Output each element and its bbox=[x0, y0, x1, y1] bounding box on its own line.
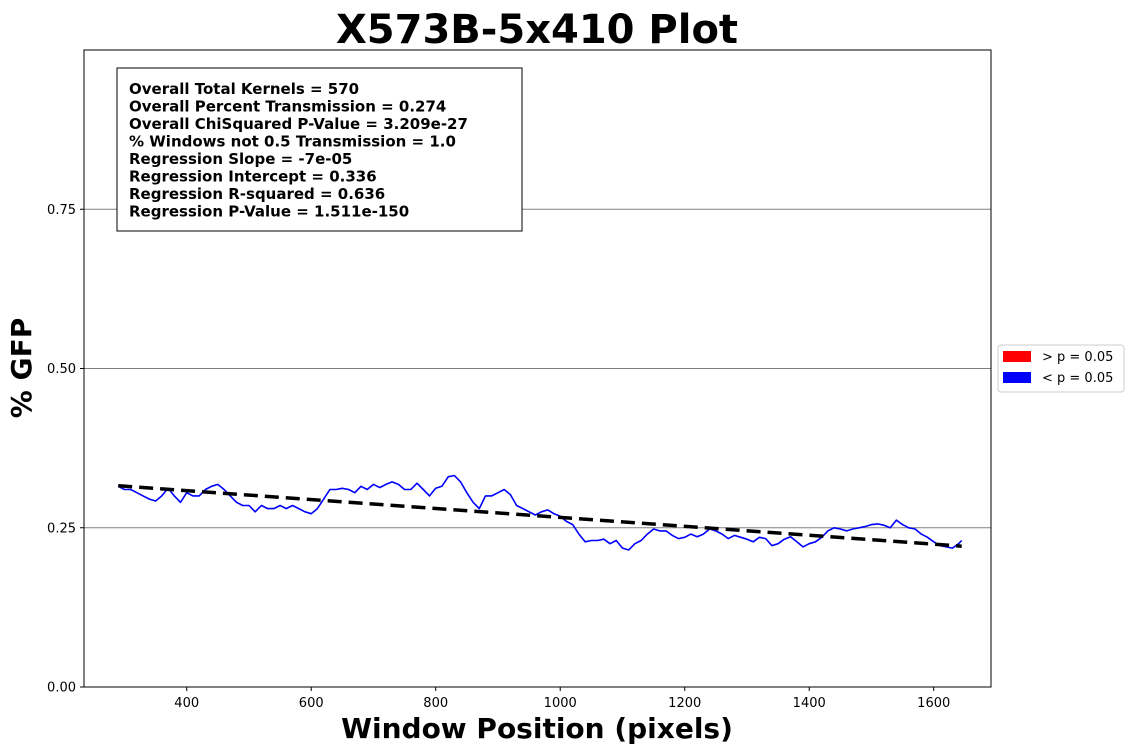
x-tick-label: 1200 bbox=[668, 696, 701, 711]
stats-box-frame bbox=[116, 67, 523, 232]
stats-line: Regression Slope = -7e-05 bbox=[129, 150, 352, 168]
y-axis-label: % GFP bbox=[5, 318, 38, 418]
stats-line: Regression Intercept = 0.336 bbox=[129, 168, 377, 186]
stats-line: Regression R-squared = 0.636 bbox=[129, 185, 385, 203]
y-tick-label: 0.00 bbox=[47, 681, 76, 696]
x-tick-label: 1000 bbox=[544, 696, 577, 711]
x-tick-label: 1600 bbox=[917, 696, 950, 711]
legend-swatch bbox=[1003, 372, 1031, 383]
legend-label: > p = 0.05 bbox=[1042, 350, 1113, 365]
x-tick-label: 400 bbox=[174, 696, 199, 711]
x-tick-label: 800 bbox=[423, 696, 448, 711]
stats-line: Overall ChiSquared P-Value = 3.209e-27 bbox=[129, 115, 468, 133]
stats-line: Overall Percent Transmission = 0.274 bbox=[129, 98, 446, 116]
legend-label: < p = 0.05 bbox=[1042, 371, 1113, 386]
x-axis-ticks: 400 600 800 1000 1200 1400 1600 bbox=[174, 687, 950, 711]
y-tick-label: 0.25 bbox=[47, 521, 76, 536]
stats-line: % Windows not 0.5 Transmission = 1.0 bbox=[129, 133, 456, 151]
y-axis-ticks: 0.00 0.25 0.50 0.75 bbox=[47, 203, 84, 696]
stats-line: Overall Total Kernels = 570 bbox=[129, 80, 359, 98]
regression-line bbox=[118, 483, 962, 548]
x-tick-label: 600 bbox=[299, 696, 324, 711]
plot-area bbox=[117, 474, 963, 551]
y-tick-label: 0.50 bbox=[47, 362, 76, 377]
x-axis-label: Window Position (pixels) bbox=[341, 712, 733, 745]
chart-title: X573B-5x410 Plot bbox=[336, 7, 738, 53]
stats-line: Regression P-Value = 1.511e-150 bbox=[129, 203, 409, 221]
legend-swatch bbox=[1003, 351, 1031, 362]
legend: > p = 0.05 < p = 0.05 bbox=[997, 344, 1125, 393]
gridlines bbox=[84, 208, 991, 529]
gfp-series-line bbox=[117, 474, 963, 551]
x-tick-label: 1400 bbox=[793, 696, 826, 711]
y-tick-label: 0.75 bbox=[47, 203, 76, 218]
